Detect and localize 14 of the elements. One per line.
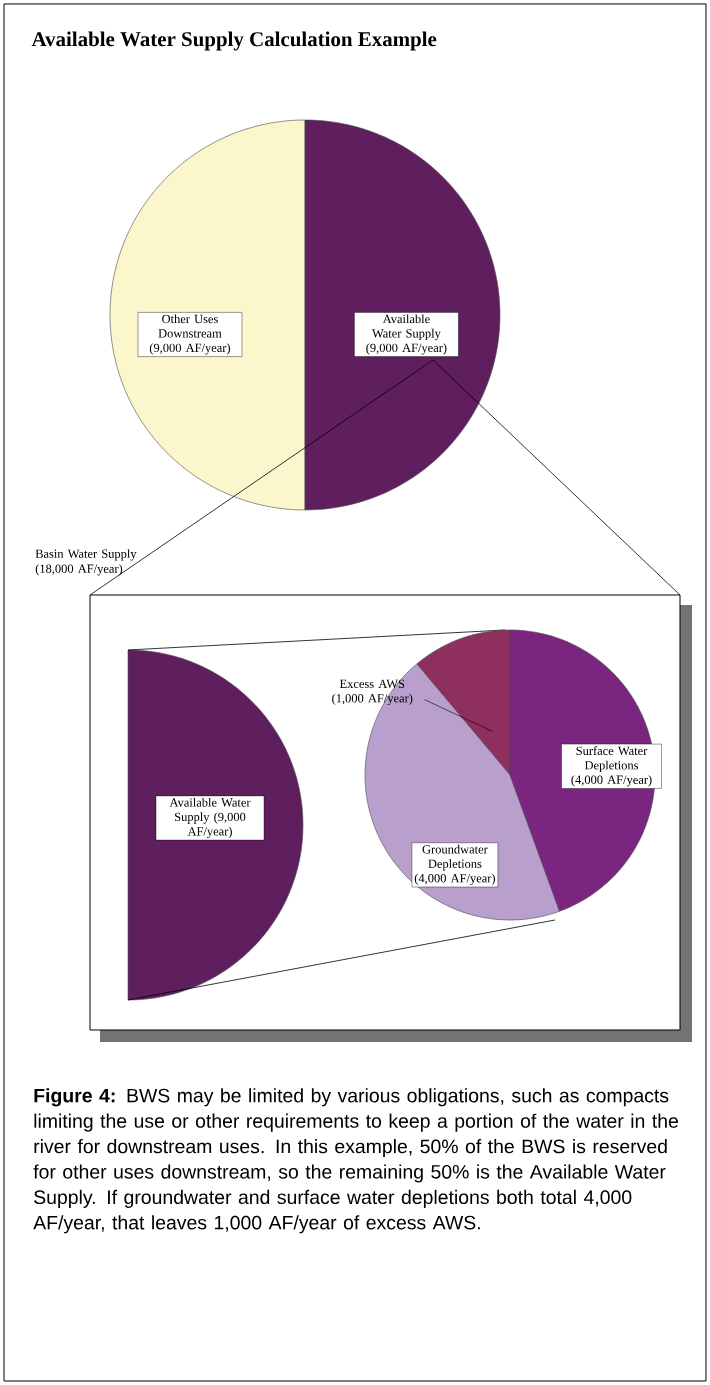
slice-label: Available Water Supply — [371, 314, 441, 341]
slice-label: Surface Water Depletions — [576, 746, 648, 772]
text: Available Water Supply (9,000 AF/year) — [169, 797, 251, 839]
data-label: (4,000 AF/year) — [414, 873, 495, 885]
slice-label: Groundwater Depletions — [422, 844, 488, 871]
data-label: (4,000 AF/year) — [571, 775, 652, 787]
chart-title: Available Water Supply Calculation Example — [31, 31, 437, 51]
slice-label: Excess AWS — [339, 679, 405, 689]
data-label: (9,000 AF/year) — [149, 343, 231, 355]
data-label: (1,000 AF/year) — [332, 693, 413, 706]
data-label: (9,000 AF/year) — [366, 343, 447, 355]
text: Figure 4: BWS may be limited by various obligations, such as compacts limiting the use or other requirements to keep a portion of the water in the river for downstream uses. In this example, 50% of the BWS is reserved for other uses downstream, so the remaining 50% is the Available Water Supply. If groundwater and surface water depletions both total 4,000 AF/year, that leaves 1,000 AF/year of excess AWS. — [33, 1088, 678, 1234]
slice-label: Other Uses Downstream — [158, 314, 222, 338]
text: Basin Water Supply (18,000 AF/year) — [35, 549, 137, 576]
